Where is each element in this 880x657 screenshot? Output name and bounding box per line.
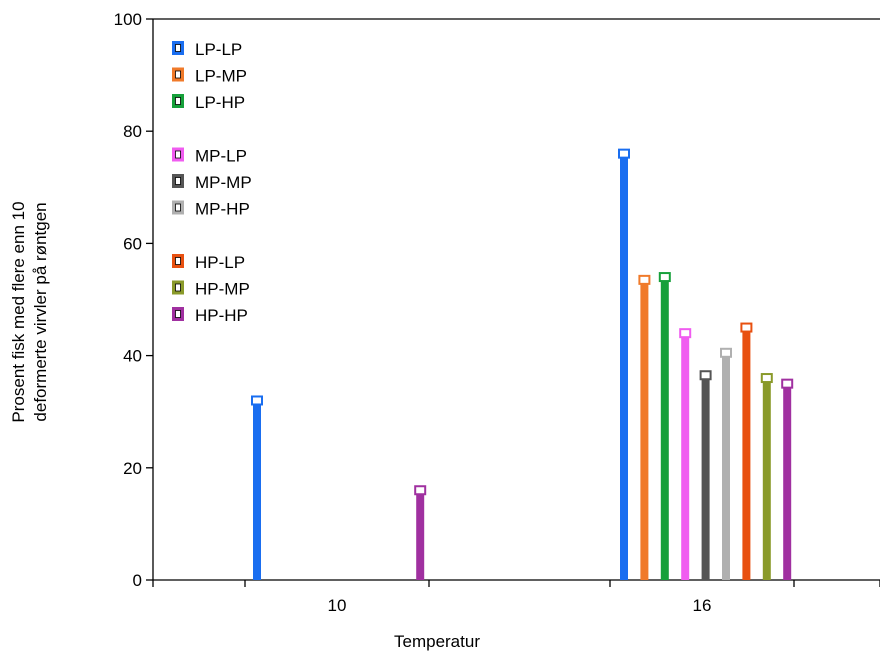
bar-marker	[720, 347, 732, 358]
bar-marker	[699, 370, 712, 381]
bar	[742, 327, 751, 580]
bar	[620, 153, 628, 580]
legend-swatch-inner	[175, 257, 181, 265]
legend-item: LP-MP	[172, 67, 247, 86]
bar-marker	[740, 322, 753, 333]
legend-item: MP-MP	[172, 173, 252, 192]
legend-swatch-inner	[175, 203, 181, 212]
legend-label: LP-MP	[195, 67, 247, 86]
bar	[660, 277, 669, 580]
legend-label: HP-HP	[195, 306, 248, 325]
y-tick-label: 80	[123, 122, 142, 141]
y-axis: 0 20 40 60 80 100	[114, 10, 153, 590]
legend-swatch-inner	[175, 283, 181, 292]
bar	[681, 333, 690, 580]
y-tick-label: 100	[114, 10, 142, 29]
legend-swatch-inner	[175, 97, 181, 105]
legend-label: MP-HP	[195, 200, 250, 219]
bar-marker	[760, 373, 773, 384]
bars	[251, 148, 794, 580]
legend-item: LP-LP	[172, 40, 242, 59]
legend: LP-LP LP-MP LP-HP MP-LP MP-MP MP-HP HP-LP HP-MP…	[172, 40, 252, 325]
legend-item: MP-HP	[172, 200, 250, 219]
plot-frame	[152, 18, 880, 581]
legend-label: HP-LP	[195, 253, 245, 272]
y-tick-label: 0	[133, 571, 142, 590]
legend-item: HP-MP	[172, 280, 250, 299]
legend-swatch-inner	[175, 44, 181, 52]
legend-item: LP-HP	[172, 93, 245, 112]
legend-swatch-inner	[175, 70, 181, 79]
bar-marker	[679, 328, 692, 339]
legend-label: HP-MP	[195, 280, 250, 299]
bar-marker	[618, 148, 630, 159]
y-tick-label: 60	[123, 234, 142, 253]
legend-item: HP-HP	[172, 306, 248, 325]
x-tick-label: 16	[693, 596, 712, 615]
legend-item: MP-LP	[172, 147, 247, 166]
bar-marker	[781, 378, 794, 389]
bar-marker	[658, 272, 671, 283]
bar-marker	[638, 274, 651, 285]
bar	[701, 375, 710, 580]
y-axis-title-line: Prosent fisk med flere enn 10	[9, 201, 28, 422]
legend-swatch-inner	[175, 177, 181, 185]
bar	[416, 490, 425, 580]
legend-label: LP-LP	[195, 40, 242, 59]
legend-label: LP-HP	[195, 93, 245, 112]
bar	[722, 352, 730, 580]
bar	[253, 400, 261, 580]
x-tick-label: 10	[328, 596, 347, 615]
legend-swatch-inner	[175, 310, 181, 318]
bar	[640, 279, 649, 580]
y-axis-title-line: deformerte virvler på røntgen	[31, 202, 50, 421]
bar	[783, 383, 792, 580]
y-tick-label: 40	[123, 347, 142, 366]
y-tick-label: 20	[123, 459, 142, 478]
legend-label: MP-MP	[195, 173, 252, 192]
legend-item: HP-LP	[172, 253, 245, 272]
x-axis: 10 16	[152, 580, 880, 615]
legend-label: MP-LP	[195, 147, 247, 166]
bar-marker	[414, 485, 427, 496]
x-axis-title: Temperatur	[394, 632, 480, 651]
y-axis-title: Prosent fisk med flere enn 10 deformerte …	[9, 201, 50, 422]
bar	[762, 378, 771, 580]
bar-marker	[251, 395, 263, 406]
legend-swatch-inner	[175, 150, 181, 159]
